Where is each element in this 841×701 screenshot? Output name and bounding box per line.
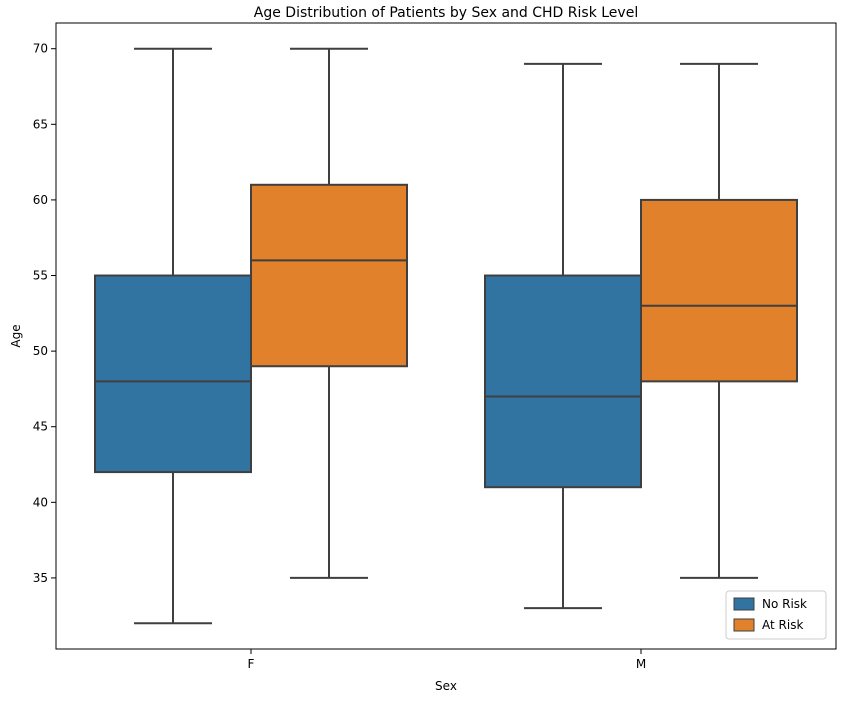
iqr-box	[640, 198, 798, 383]
y-tick-label: 70	[33, 42, 48, 56]
y-tick-label: 45	[33, 420, 48, 434]
legend-swatch	[733, 618, 755, 632]
iqr-box	[250, 183, 408, 368]
x-tick-label: F	[248, 657, 255, 671]
y-tick-label: 35	[33, 571, 48, 585]
box-at-risk-f	[250, 47, 408, 579]
legend: No Risk At Risk	[725, 590, 827, 640]
legend-label: At Risk	[762, 618, 803, 632]
y-tick-label: 60	[33, 193, 48, 207]
box-at-risk-m	[640, 62, 798, 579]
boxes-layer	[94, 47, 798, 625]
y-tick-label: 65	[33, 117, 48, 131]
y-tick-label: 55	[33, 269, 48, 283]
y-axis: 35 40 45 50 55 60 65 70	[33, 42, 56, 585]
x-axis-label: Sex	[435, 679, 457, 693]
box-no-risk-m	[484, 62, 642, 610]
iqr-box	[94, 274, 252, 474]
chart-title: Age Distribution of Patients by Sex and …	[254, 5, 638, 21]
y-tick-label: 50	[33, 344, 48, 358]
x-tick-label: M	[636, 657, 646, 671]
legend-swatch	[733, 597, 755, 611]
box-no-risk-f	[94, 47, 252, 625]
legend-label: No Risk	[762, 597, 807, 611]
iqr-box	[484, 274, 642, 489]
y-axis-label: Age	[9, 324, 23, 347]
y-tick-label: 40	[33, 495, 48, 509]
